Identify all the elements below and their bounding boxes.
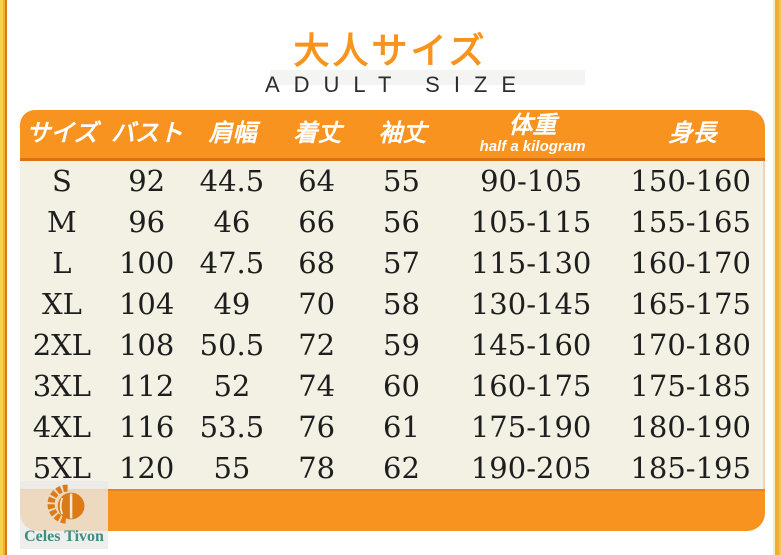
- column-header-height: 身長: [668, 120, 717, 147]
- cell-size: M: [47, 205, 77, 239]
- page-title: 大人サイズ: [293, 30, 488, 71]
- table-row-m: M 96 46 66 56 105-115 155-165: [20, 202, 763, 243]
- cell-sleeve: 57: [383, 246, 420, 280]
- cell-length: 78: [298, 451, 336, 485]
- cell-length: 72: [298, 328, 336, 362]
- cell-shoulder: 55: [213, 451, 251, 485]
- cell-size: 2XL: [32, 328, 92, 362]
- cell-shoulder: 53.5: [199, 410, 265, 444]
- cell-shoulder: 46: [213, 205, 251, 239]
- column-header-length: 着丈: [293, 120, 342, 147]
- cell-shoulder: 49: [213, 287, 251, 321]
- cell-length: 64: [298, 164, 336, 198]
- cell-sleeve: 56: [383, 205, 420, 239]
- cell-weight: 190-205: [470, 451, 592, 485]
- column-header-shoulder: 肩幅: [208, 120, 257, 147]
- cell-bust: 104: [118, 287, 175, 321]
- cell-length: 76: [298, 410, 336, 444]
- cell-weight: 90-105: [480, 164, 583, 198]
- brand-logo-icon: [47, 484, 85, 524]
- size-table: サイズ バスト 肩幅 着丈 袖丈 体重 half a kilogram 身長 S…: [20, 110, 765, 531]
- cell-weight: 105-115: [470, 205, 592, 239]
- table-body: S 92 44.5 64 55 90-105 150-160 M 96 46 6…: [20, 161, 765, 489]
- cell-weight: 145-160: [470, 328, 592, 362]
- cell-weight: 115-130: [470, 246, 592, 280]
- cell-height: 155-165: [630, 205, 751, 239]
- cell-length: 74: [298, 369, 336, 403]
- cell-size: 4XL: [32, 410, 92, 444]
- cell-size: 5XL: [32, 451, 92, 485]
- column-header-weight-label: 体重: [508, 112, 557, 139]
- cell-height: 165-175: [630, 287, 751, 321]
- cell-sleeve: 61: [383, 410, 420, 444]
- cell-bust: 120: [118, 451, 175, 485]
- table-row-4xl: 4XL 116 53.5 76 61 175-190 180-190: [20, 407, 763, 448]
- cell-shoulder: 47.5: [199, 246, 265, 280]
- left-border-strip: [0, 0, 7, 555]
- cell-sleeve: 58: [383, 287, 420, 321]
- subtitle-watermark-band: [270, 70, 585, 85]
- cell-size: XL: [41, 287, 82, 321]
- cell-size: L: [52, 246, 72, 280]
- cell-length: 66: [298, 205, 336, 239]
- cell-height: 150-160: [630, 164, 751, 198]
- column-header-size: サイズ: [26, 120, 98, 147]
- cell-bust: 92: [128, 164, 166, 198]
- table-row-s: S 92 44.5 64 55 90-105 150-160: [20, 161, 763, 202]
- brand-logo-text: Celes Tivon: [24, 528, 104, 545]
- column-header-weight-sublabel: half a kilogram: [479, 138, 586, 155]
- cell-bust: 100: [118, 246, 175, 280]
- cell-sleeve: 62: [383, 451, 420, 485]
- cell-bust: 108: [118, 328, 175, 362]
- cell-bust: 112: [118, 369, 175, 403]
- cell-shoulder: 50.5: [199, 328, 265, 362]
- cell-sleeve: 55: [383, 164, 420, 198]
- cell-size: S: [51, 164, 72, 198]
- right-border-strip: [773, 0, 781, 555]
- cell-shoulder: 52: [213, 369, 251, 403]
- cell-bust: 116: [118, 410, 175, 444]
- table-row-5xl: 5XL 120 55 78 62 190-205 185-195: [20, 448, 763, 489]
- brand-watermark: Celes Tivon: [20, 481, 108, 549]
- cell-weight: 130-145: [470, 287, 592, 321]
- cell-height: 175-185: [630, 369, 751, 403]
- table-row-3xl: 3XL 112 52 74 60 160-175 175-185: [20, 366, 763, 407]
- cell-weight: 160-175: [470, 369, 592, 403]
- cell-sleeve: 59: [383, 328, 420, 362]
- cell-height: 160-170: [630, 246, 751, 280]
- cell-height: 185-195: [630, 451, 751, 485]
- cell-size: 3XL: [32, 369, 92, 403]
- column-header-weight: 体重 half a kilogram: [445, 112, 620, 155]
- cell-length: 70: [298, 287, 336, 321]
- cell-bust: 96: [128, 205, 166, 239]
- cell-height: 170-180: [630, 328, 751, 362]
- cell-height: 180-190: [630, 410, 751, 444]
- cell-length: 68: [298, 246, 336, 280]
- table-row-2xl: 2XL 108 50.5 72 59 145-160 170-180: [20, 325, 763, 366]
- page-subtitle: ADULT SIZE: [264, 72, 531, 97]
- table-header-row: サイズ バスト 肩幅 着丈 袖丈 体重 half a kilogram 身長: [20, 110, 765, 161]
- cell-sleeve: 60: [383, 369, 420, 403]
- cell-weight: 175-190: [470, 410, 592, 444]
- column-header-bust: バスト: [111, 120, 183, 147]
- table-row-l: L 100 47.5 68 57 115-130 160-170: [20, 243, 763, 284]
- column-header-sleeve: 袖丈: [378, 120, 427, 147]
- cell-shoulder: 44.5: [199, 164, 265, 198]
- table-row-xl: XL 104 49 70 58 130-145 165-175: [20, 284, 763, 325]
- table-footer-bar: [20, 489, 765, 531]
